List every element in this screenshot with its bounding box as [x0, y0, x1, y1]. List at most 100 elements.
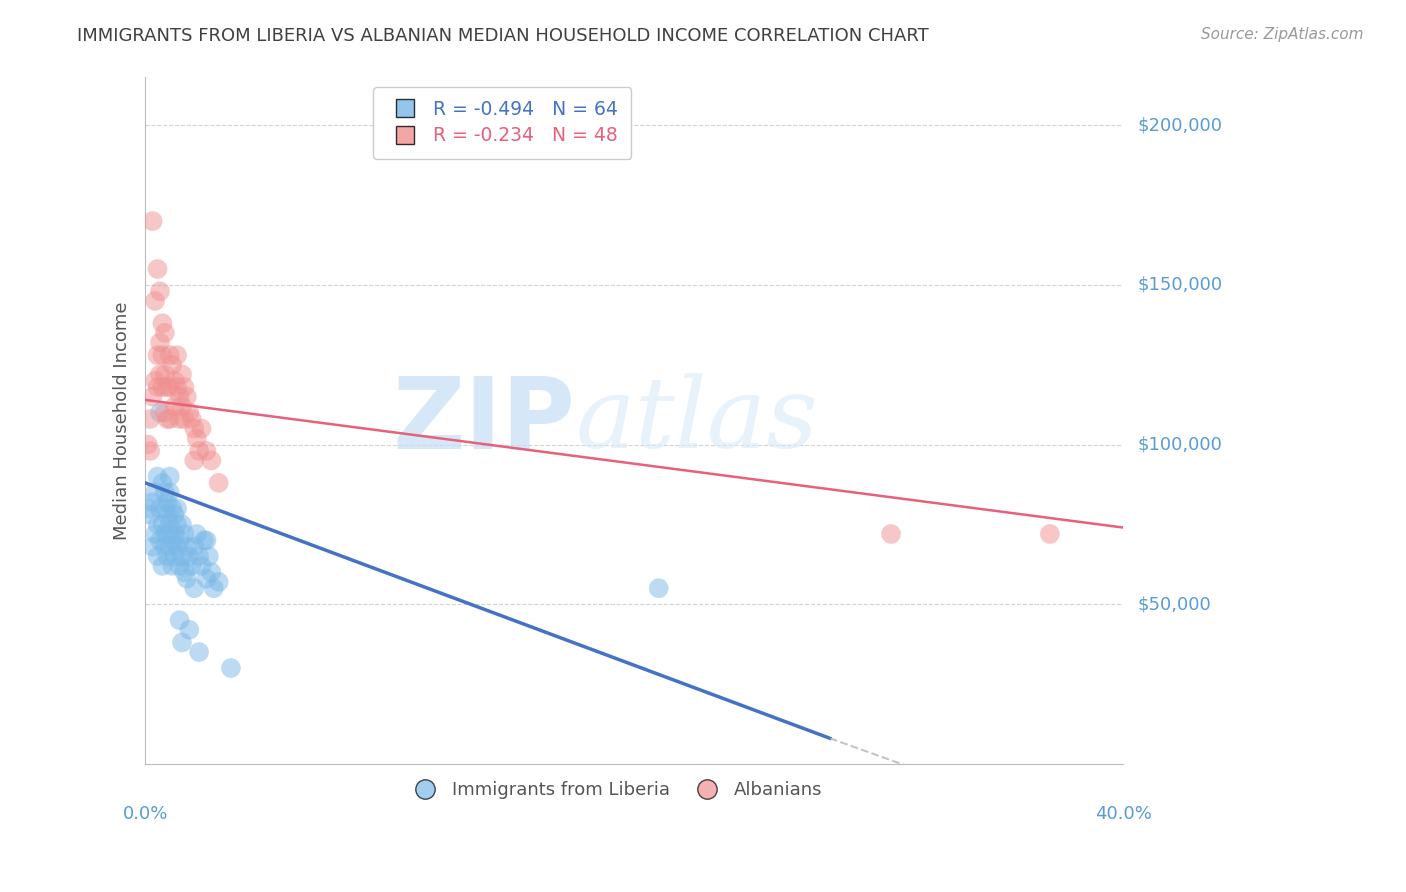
- Point: [143, 374, 166, 388]
- Text: atlas: atlas: [575, 373, 818, 468]
- Point: [190, 558, 212, 573]
- Point: [202, 581, 225, 595]
- Point: [159, 540, 181, 554]
- Point: [166, 517, 188, 532]
- Point: [170, 368, 193, 382]
- Point: [149, 285, 172, 299]
- Point: [159, 380, 181, 394]
- Point: [179, 623, 201, 637]
- Point: [195, 572, 218, 586]
- Point: [149, 533, 172, 548]
- Point: [152, 558, 174, 573]
- Point: [183, 453, 205, 467]
- Point: [146, 469, 169, 483]
- Point: [153, 485, 176, 500]
- Point: [149, 368, 172, 382]
- Point: [136, 437, 159, 451]
- Point: [163, 527, 186, 541]
- Point: [152, 380, 174, 394]
- Point: [152, 348, 174, 362]
- Point: [166, 540, 188, 554]
- Text: Source: ZipAtlas.com: Source: ZipAtlas.com: [1201, 27, 1364, 42]
- Point: [183, 540, 205, 554]
- Point: [143, 527, 166, 541]
- Point: [200, 453, 222, 467]
- Point: [179, 549, 201, 564]
- Point: [166, 348, 188, 362]
- Point: [153, 406, 176, 420]
- Point: [179, 406, 201, 420]
- Point: [142, 390, 165, 404]
- Point: [156, 508, 179, 522]
- Text: IMMIGRANTS FROM LIBERIA VS ALBANIAN MEDIAN HOUSEHOLD INCOME CORRELATION CHART: IMMIGRANTS FROM LIBERIA VS ALBANIAN MEDI…: [77, 27, 929, 45]
- Point: [173, 412, 195, 426]
- Point: [160, 501, 183, 516]
- Point: [183, 581, 205, 595]
- Point: [173, 527, 195, 541]
- Point: [159, 469, 181, 483]
- Point: [149, 335, 172, 350]
- Point: [188, 549, 211, 564]
- Text: $200,000: $200,000: [1137, 116, 1222, 135]
- Point: [146, 262, 169, 277]
- Point: [195, 533, 218, 548]
- Point: [156, 380, 179, 394]
- Point: [159, 412, 181, 426]
- Y-axis label: Median Household Income: Median Household Income: [114, 301, 131, 540]
- Point: [163, 399, 186, 413]
- Point: [173, 566, 195, 580]
- Point: [156, 412, 179, 426]
- Point: [186, 431, 208, 445]
- Point: [188, 645, 211, 659]
- Text: 40.0%: 40.0%: [1095, 805, 1152, 823]
- Point: [153, 368, 176, 382]
- Point: [159, 517, 181, 532]
- Point: [146, 549, 169, 564]
- Point: [169, 390, 191, 404]
- Point: [159, 348, 181, 362]
- Point: [198, 549, 221, 564]
- Point: [186, 527, 208, 541]
- Point: [180, 412, 202, 426]
- Point: [163, 374, 186, 388]
- Point: [170, 517, 193, 532]
- Point: [169, 412, 191, 426]
- Point: [139, 412, 162, 426]
- Point: [219, 661, 242, 675]
- Point: [176, 390, 198, 404]
- Point: [166, 501, 188, 516]
- Point: [152, 475, 174, 490]
- Point: [166, 380, 188, 394]
- Point: [136, 501, 159, 516]
- Point: [176, 572, 198, 586]
- Point: [176, 540, 198, 554]
- Point: [139, 508, 162, 522]
- Point: [149, 406, 172, 420]
- Point: [173, 380, 195, 394]
- Text: $100,000: $100,000: [1137, 435, 1222, 453]
- Point: [153, 527, 176, 541]
- Point: [648, 581, 671, 595]
- Point: [200, 566, 222, 580]
- Point: [143, 485, 166, 500]
- Point: [188, 444, 211, 458]
- Point: [1039, 527, 1062, 541]
- Text: 0.0%: 0.0%: [122, 805, 167, 823]
- Point: [170, 399, 193, 413]
- Point: [146, 380, 169, 394]
- Point: [160, 533, 183, 548]
- Point: [149, 501, 172, 516]
- Point: [143, 293, 166, 308]
- Point: [159, 485, 181, 500]
- Point: [156, 495, 179, 509]
- Point: [169, 533, 191, 548]
- Point: [208, 475, 231, 490]
- Point: [156, 527, 179, 541]
- Point: [169, 558, 191, 573]
- Point: [156, 549, 179, 564]
- Point: [142, 495, 165, 509]
- Point: [193, 533, 215, 548]
- Text: $150,000: $150,000: [1137, 276, 1222, 294]
- Point: [180, 558, 202, 573]
- Point: [146, 348, 169, 362]
